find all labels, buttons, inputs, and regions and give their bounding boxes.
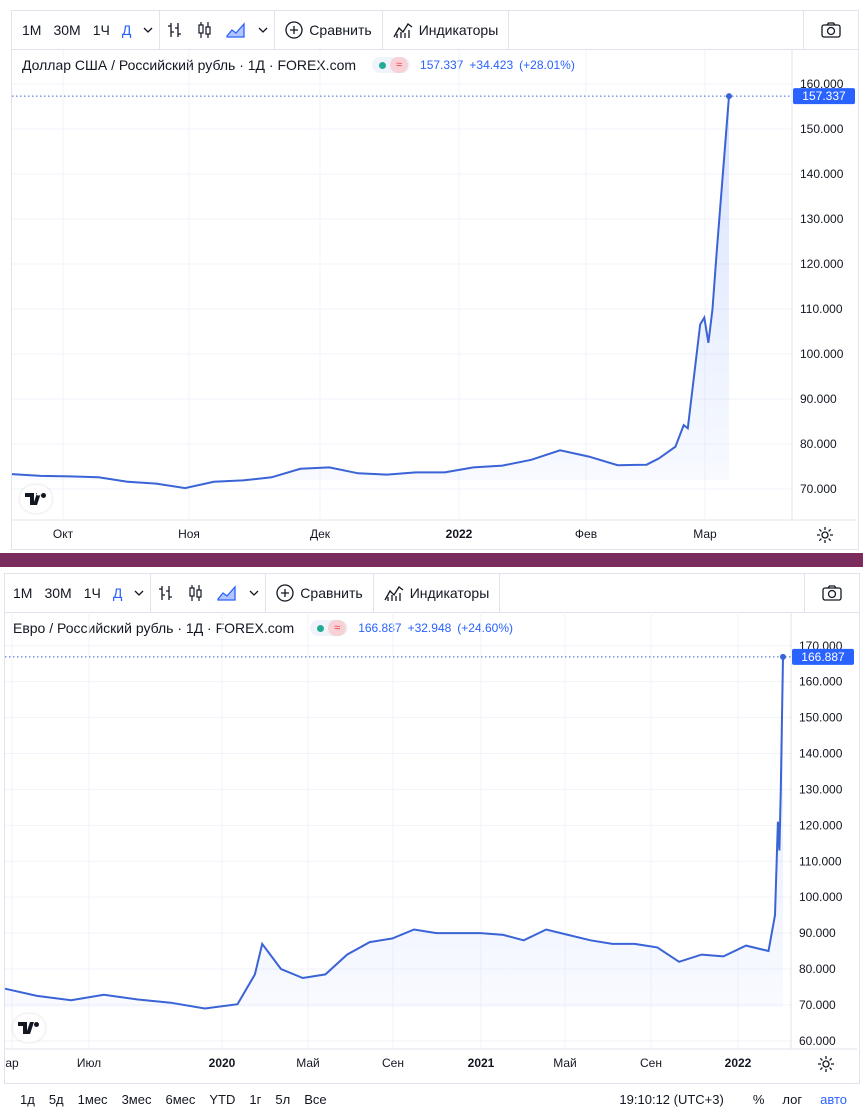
change-percent: (+28.01%) bbox=[519, 58, 575, 72]
chart-toolbar: 1М 30М 1Ч Д Сравнить bbox=[12, 11, 858, 50]
range-3m[interactable]: 3мес bbox=[121, 1091, 152, 1107]
chart-toolbar: 1М 30М 1Ч Д Сравнить bbox=[5, 574, 859, 613]
interval-30m[interactable]: 30М bbox=[53, 22, 81, 38]
compare-button[interactable]: Сравнить bbox=[275, 11, 381, 49]
plus-circle-icon bbox=[276, 584, 294, 602]
chart-legend: Евро / Российский рубль · 1Д · FOREX.com… bbox=[13, 620, 513, 636]
interval-1h[interactable]: 1Ч bbox=[92, 22, 110, 38]
chevron-down-icon[interactable] bbox=[137, 11, 159, 49]
range-footer: 1д 5д 1мес 3мес 6мес YTD 1г 5л Все 19:10… bbox=[0, 1083, 863, 1115]
range-5y[interactable]: 5л bbox=[275, 1091, 291, 1107]
interval-1m[interactable]: 1М bbox=[22, 22, 42, 38]
last-value: 166.887 bbox=[358, 621, 402, 635]
clock[interactable]: 19:10:12 (UTC+3) bbox=[619, 1091, 724, 1107]
chevron-down-icon[interactable] bbox=[128, 574, 150, 612]
panel-divider bbox=[0, 553, 863, 567]
delayed-data-icon: ≈ bbox=[328, 620, 347, 636]
tradingview-logo-icon bbox=[20, 485, 52, 513]
status-pill: ≈ bbox=[310, 620, 349, 636]
compare-label: Сравнить bbox=[300, 585, 363, 601]
usd-rub-panel: 1М 30М 1Ч Д Сравнить bbox=[0, 0, 863, 553]
market-open-icon bbox=[374, 57, 390, 73]
indicators-label: Индикаторы bbox=[409, 585, 490, 601]
symbol-title: Доллар США / Российский рубль · 1Д · FOR… bbox=[22, 57, 357, 73]
status-pill: ≈ bbox=[372, 57, 411, 73]
range-1y[interactable]: 1г bbox=[249, 1091, 262, 1107]
interval-1h[interactable]: 1Ч bbox=[83, 585, 101, 601]
change-value: +34.423 bbox=[469, 58, 514, 72]
range-1m[interactable]: 1мес bbox=[77, 1091, 108, 1107]
eur-rub-panel: 1М 30М 1Ч Д Сравнить bbox=[0, 567, 863, 1115]
range-5d[interactable]: 5д bbox=[48, 1091, 64, 1107]
indicators-button[interactable]: Индикаторы bbox=[374, 574, 500, 612]
indicators-icon bbox=[393, 23, 413, 38]
indicators-icon bbox=[384, 586, 404, 601]
chart-legend: Доллар США / Российский рубль · 1Д · FOR… bbox=[22, 57, 575, 73]
compare-button[interactable]: Сравнить bbox=[266, 574, 372, 612]
interval-1d[interactable]: Д bbox=[121, 22, 132, 38]
bars-style-icon[interactable] bbox=[151, 574, 181, 612]
tradingview-logo-icon bbox=[13, 1014, 45, 1042]
range-all[interactable]: Все bbox=[304, 1091, 327, 1107]
last-value: 157.337 bbox=[420, 58, 464, 72]
symbol-title: Евро / Российский рубль · 1Д · FOREX.com bbox=[13, 620, 295, 636]
candles-style-icon[interactable] bbox=[181, 574, 211, 612]
chevron-down-icon[interactable] bbox=[252, 11, 274, 49]
indicators-button[interactable]: Индикаторы bbox=[383, 11, 509, 49]
range-6m[interactable]: 6мес bbox=[165, 1091, 196, 1107]
area-style-icon[interactable] bbox=[211, 574, 243, 612]
compare-label: Сравнить bbox=[309, 22, 372, 38]
range-ytd[interactable]: YTD bbox=[209, 1091, 236, 1107]
bars-style-icon[interactable] bbox=[160, 11, 190, 49]
camera-icon[interactable] bbox=[804, 574, 859, 612]
change-value: +32.948 bbox=[407, 621, 452, 635]
indicators-label: Индикаторы bbox=[418, 22, 499, 38]
change-percent: (+24.60%) bbox=[457, 621, 513, 635]
settings-gear-icon[interactable] bbox=[817, 1055, 835, 1073]
settings-gear-icon[interactable] bbox=[816, 526, 834, 544]
auto-toggle[interactable]: авто bbox=[820, 1091, 847, 1107]
delayed-data-icon: ≈ bbox=[390, 57, 409, 73]
plus-circle-icon bbox=[285, 21, 303, 39]
percent-toggle[interactable]: % bbox=[752, 1091, 765, 1107]
market-open-icon bbox=[312, 620, 328, 636]
candles-style-icon[interactable] bbox=[190, 11, 220, 49]
camera-icon[interactable] bbox=[803, 11, 858, 49]
interval-1m[interactable]: 1М bbox=[13, 585, 33, 601]
log-toggle[interactable]: лог bbox=[782, 1091, 803, 1107]
chart-widget: 1М 30М 1Ч Д Сравнить bbox=[11, 10, 859, 550]
chart-widget: 1М 30М 1Ч Д Сравнить bbox=[4, 573, 860, 1084]
interval-30m[interactable]: 30М bbox=[44, 585, 72, 601]
chevron-down-icon[interactable] bbox=[243, 574, 265, 612]
area-style-icon[interactable] bbox=[220, 11, 252, 49]
interval-1d[interactable]: Д bbox=[112, 585, 123, 601]
range-1d[interactable]: 1д bbox=[20, 1091, 35, 1107]
